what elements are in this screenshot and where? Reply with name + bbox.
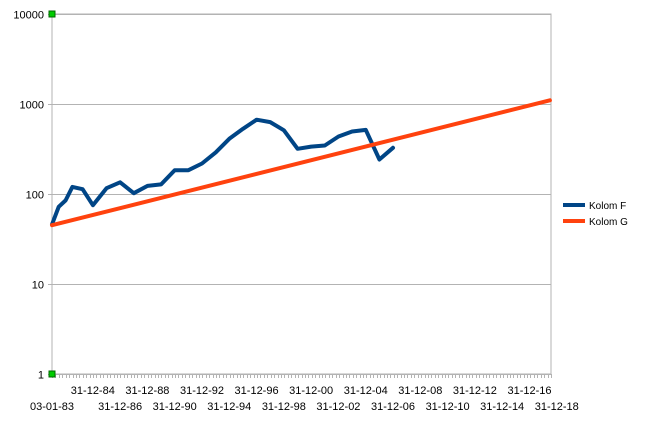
x-tick-label: 31-12-92 xyxy=(180,385,224,397)
x-tick-label: 31-12-06 xyxy=(371,401,415,413)
x-tick-label: 31-12-04 xyxy=(344,385,388,397)
x-tick-label: 31-12-90 xyxy=(153,401,197,413)
series-lines xyxy=(50,98,552,228)
x-axis-ticks xyxy=(52,374,552,378)
y-axis-bottom-handle[interactable] xyxy=(48,370,56,378)
y-tick-label: 100 xyxy=(26,190,44,202)
legend: Kolom F Kolom G xyxy=(563,201,628,228)
x-tick-label: 31-12-86 xyxy=(98,401,142,413)
series-line-kolom-g xyxy=(50,98,552,228)
y-axis-tick-labels: 1 10 100 1000 10000 xyxy=(13,10,44,382)
y-tick-label: 1 xyxy=(38,370,44,382)
legend-label: Kolom F xyxy=(589,201,626,212)
x-tick-label: 31-12-02 xyxy=(316,401,360,413)
y-tick-label: 1000 xyxy=(20,100,44,112)
x-tick-label: 31-12-88 xyxy=(125,385,169,397)
y-axis-top-handle[interactable] xyxy=(48,10,56,18)
y-tick-label: 10000 xyxy=(13,10,44,22)
x-tick-label: 31-12-84 xyxy=(71,385,115,397)
x-tick-label: 31-12-14 xyxy=(480,401,524,413)
x-tick-label: 31-12-12 xyxy=(453,385,497,397)
legend-label: Kolom G xyxy=(589,217,628,228)
x-tick-label: 31-12-98 xyxy=(262,401,306,413)
x-tick-label: 03-01-83 xyxy=(30,401,74,413)
x-tick-label: 31-12-94 xyxy=(207,401,251,413)
x-tick-label: 31-12-10 xyxy=(426,401,470,413)
x-tick-label: 31-12-16 xyxy=(507,385,551,397)
x-tick-label: 31-12-18 xyxy=(535,401,579,413)
y-tick-label: 10 xyxy=(32,280,44,292)
x-tick-label: 31-12-00 xyxy=(289,385,333,397)
x-axis-tick-labels: 03-01-83 31-12-84 31-12-86 31-12-88 31-12-90… xyxy=(30,385,579,413)
x-tick-label: 31-12-96 xyxy=(235,385,279,397)
series-line-kolom-f xyxy=(50,117,395,227)
x-tick-label: 31-12-08 xyxy=(398,385,442,397)
